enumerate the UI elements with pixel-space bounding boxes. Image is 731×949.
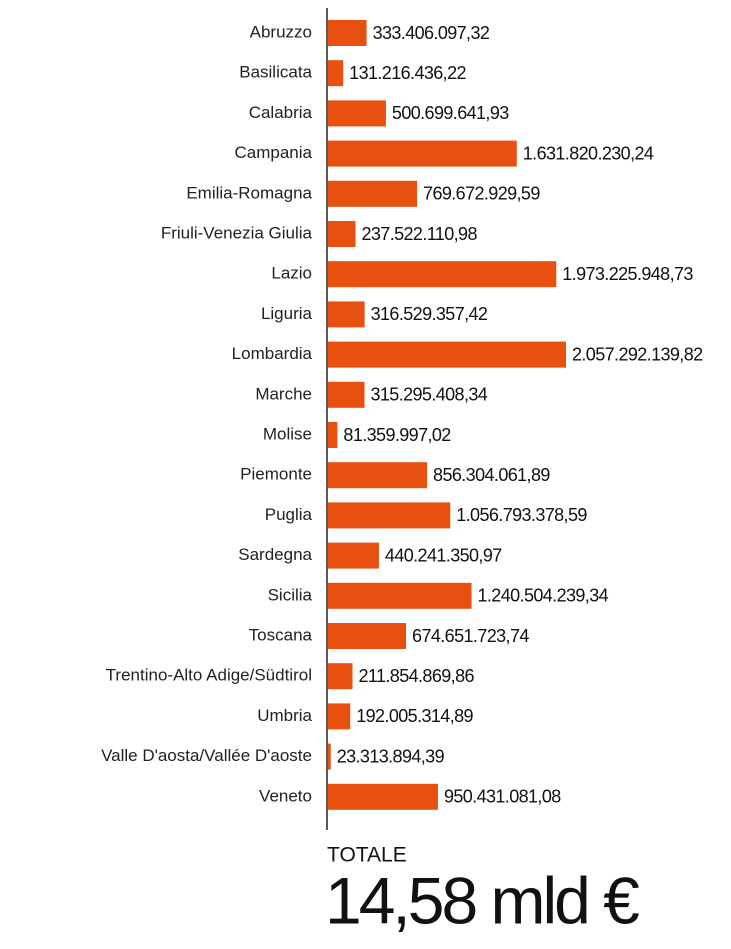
- value-label: 950.431.081,08: [444, 787, 561, 807]
- total-value: 14,58 mld €: [325, 863, 639, 937]
- value-label: 1.631.820.230,24: [523, 143, 654, 163]
- value-label: 856.304.061,89: [433, 465, 550, 485]
- category-label: Calabria: [249, 103, 313, 122]
- value-label: 237.522.110,98: [361, 224, 477, 244]
- value-label: 2.057.292.139,82: [572, 344, 703, 364]
- value-label: 333.406.097,32: [373, 23, 490, 43]
- bar: [328, 663, 353, 690]
- category-label: Abruzzo: [250, 22, 312, 41]
- category-label: Valle D'aosta/Vallée D'aoste: [101, 746, 312, 765]
- category-label: Piemonte: [240, 465, 312, 484]
- value-label: 769.672.929,59: [423, 184, 540, 204]
- value-label: 192.005.314,89: [356, 706, 473, 726]
- bar: [328, 381, 365, 408]
- value-label: 1.056.793.378,59: [456, 505, 587, 525]
- value-label: 211.854.869,86: [359, 666, 475, 686]
- category-label: Molise: [263, 424, 312, 443]
- value-label: 316.529.357,42: [371, 304, 488, 324]
- bar: [328, 180, 418, 207]
- bar: [328, 341, 566, 368]
- category-label: Basilicata: [239, 63, 312, 82]
- value-label: 23.313.894,39: [337, 746, 445, 766]
- bar: [328, 502, 451, 529]
- value-label: 315.295.408,34: [370, 385, 487, 405]
- bar: [328, 783, 438, 810]
- category-label: Campania: [235, 143, 313, 162]
- bar: [328, 623, 407, 649]
- category-label: Friuli-Venezia Giulia: [161, 223, 313, 242]
- category-label: Puglia: [265, 505, 313, 524]
- category-label: Lombardia: [232, 344, 313, 363]
- category-label: Sicilia: [268, 585, 313, 604]
- bar: [328, 582, 472, 609]
- value-label: 500.699.641,93: [392, 103, 509, 123]
- value-label: 131.216.436,22: [349, 63, 466, 83]
- bar: [328, 221, 356, 247]
- category-label: Trentino-Alto Adige/Südtirol: [106, 666, 312, 685]
- category-label: Umbria: [257, 706, 312, 725]
- category-label: Emilia-Romagna: [186, 183, 312, 202]
- category-label: Veneto: [259, 786, 312, 805]
- total-label: TOTALE: [327, 844, 407, 867]
- bar: [328, 703, 351, 730]
- value-label: 440.241.350,97: [385, 545, 502, 565]
- bar: [328, 261, 557, 288]
- bar: [328, 301, 365, 328]
- category-label: Lazio: [271, 264, 312, 283]
- bar: [328, 542, 379, 569]
- bar: [328, 422, 338, 448]
- bar: [328, 462, 428, 489]
- bar: [328, 60, 344, 87]
- bar: [328, 140, 517, 167]
- value-label: 674.651.723,74: [412, 626, 529, 646]
- value-label: 1.240.504.239,34: [478, 586, 609, 606]
- category-label: Sardegna: [238, 545, 312, 564]
- bar: [328, 100, 386, 127]
- category-label: Liguria: [261, 304, 313, 323]
- value-label: 81.359.997,02: [343, 425, 451, 445]
- value-label: 1.973.225.948,73: [562, 264, 693, 284]
- category-label: Marche: [255, 384, 312, 403]
- bar: [328, 743, 331, 770]
- category-label: Toscana: [249, 625, 313, 644]
- bar: [328, 20, 367, 46]
